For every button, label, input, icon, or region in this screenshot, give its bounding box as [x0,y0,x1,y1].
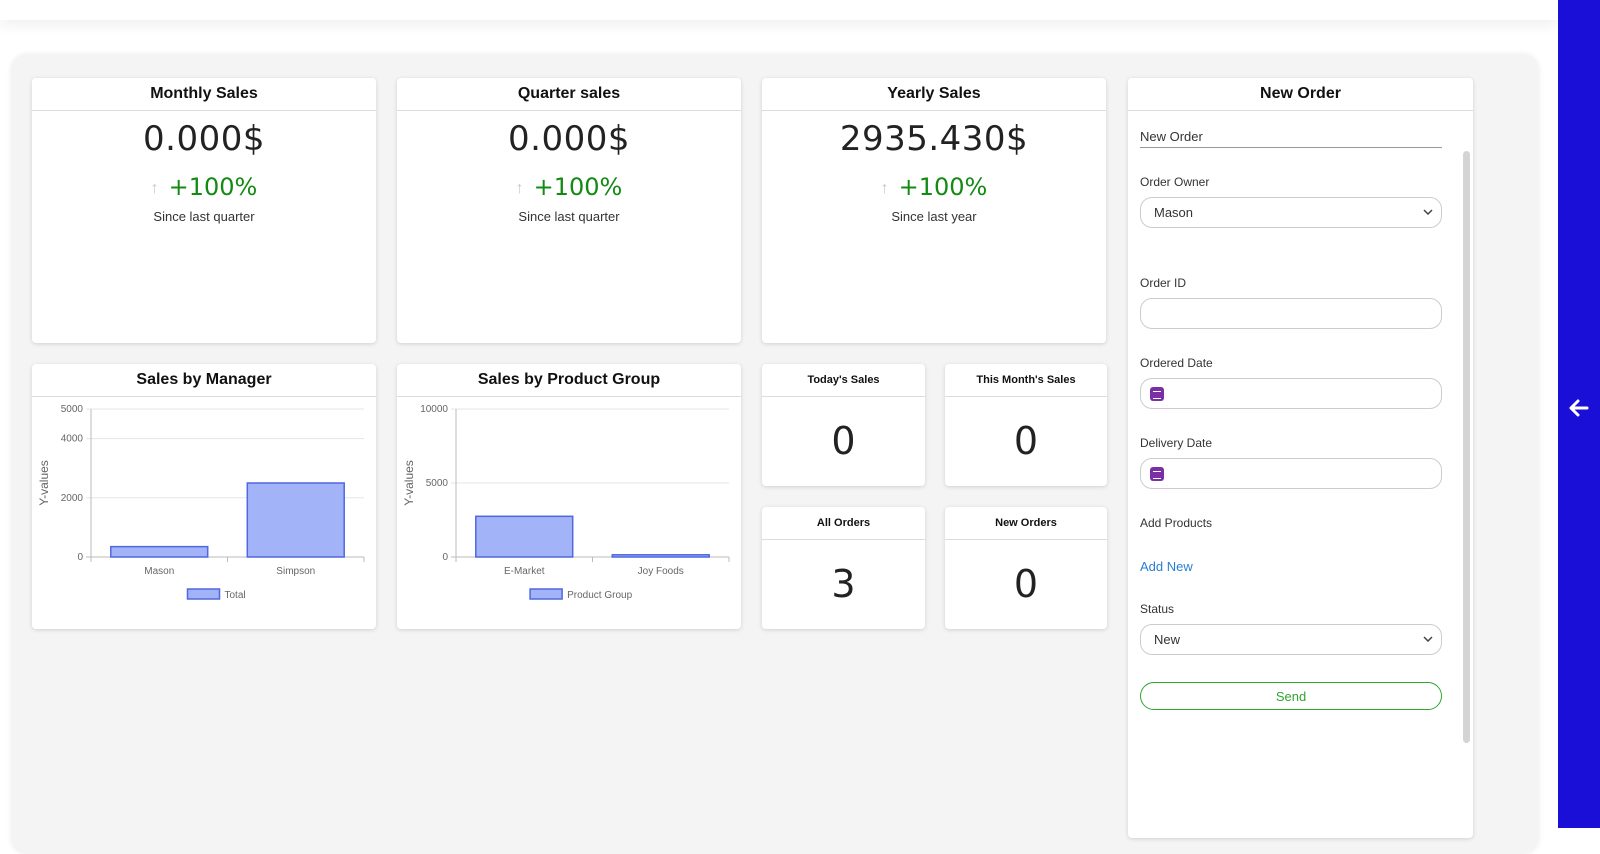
change-percent: +100% [898,173,988,201]
y-tick-label: 5000 [426,478,449,489]
sales-value: 2935.430$ [839,119,1029,159]
legend-swatch [186,588,221,600]
y-tick-label: 4000 [61,434,84,445]
bar-mason [110,545,209,558]
card-title: Monthly Sales [32,78,376,111]
dashboard-panel: Monthly Sales 0.000$ ↑ +100% Since last … [11,54,1539,854]
arrow-up-icon: ↑ [150,180,159,197]
status-value: New [1154,632,1181,647]
delivery-date-input[interactable] [1140,458,1442,489]
add-products-label: Add Products [1140,516,1213,530]
sales-value: 0.000$ [143,119,265,159]
quarter-sales-card: Quarter sales 0.000$ ↑ +100% Since last … [397,78,741,343]
stat-title: This Month's Sales [945,364,1107,397]
order-owner-select[interactable]: Mason [1140,197,1442,228]
y-axis-label: Y-values [37,460,51,506]
change-percent: +100% [533,173,623,201]
bar-joy-foods [611,554,710,558]
add-new-link[interactable]: Add New [1140,559,1193,574]
new-order-card: New Order New Order Order Owner Mason Or… [1128,78,1473,838]
y-tick-label: 0 [77,552,83,563]
send-button[interactable]: Send [1140,682,1442,710]
x-tick-label: E-Market [504,566,545,577]
legend-swatch [529,588,563,600]
chevron-down-icon [1423,634,1433,645]
form-scrollbar[interactable] [1463,151,1470,743]
y-tick-label: 10000 [420,404,448,415]
monthly-sales-card: Monthly Sales 0.000$ ↑ +100% Since last … [32,78,376,343]
status-select[interactable]: New [1140,624,1442,655]
since-text: Since last year [891,209,977,224]
yearly-sales-card: Yearly Sales 2935.430$ ↑ +100% Since las… [762,78,1106,343]
change-row: ↑ +100% [762,173,1106,201]
x-tick-label: Simpson [276,566,315,577]
calendar-icon[interactable] [1150,466,1164,481]
new-order-form: New Order Order Owner Mason Order ID Ord… [1128,111,1473,838]
order-id-input[interactable] [1140,298,1442,329]
y-tick-label: 5000 [61,404,84,415]
sales-by-product-group-card: Sales by Product Group 0 5000 10000 Y-value… [397,364,741,629]
bar-simpson [246,482,345,558]
stat-value: 0 [1013,562,1039,606]
stat-value: 3 [831,562,856,606]
calendar-icon[interactable] [1150,386,1164,401]
order-owner-label: Order Owner [1140,175,1210,189]
stat-title: Today's Sales [762,364,925,397]
stat-title: New Orders [945,507,1107,540]
ordered-date-input[interactable] [1140,378,1442,409]
change-row: ↑ +100% [32,173,376,201]
order-id-label: Order ID [1140,276,1187,290]
card-title: Yearly Sales [762,78,1106,111]
stat-value: 0 [831,419,856,463]
stat-title: All Orders [762,507,925,540]
sales-by-manager-card: Sales by Manager 0 2000 4000 5000 Y-values Ma… [32,364,376,629]
stat-value: 0 [1013,419,1039,463]
change-row: ↑ +100% [397,173,741,201]
sales-value: 0.000$ [508,119,630,159]
this-months-sales-card: This Month's Sales 0 [945,364,1107,486]
card-title: Quarter sales [397,78,741,111]
x-tick-label: Joy Foods [638,566,684,577]
y-axis-label: Y-values [402,460,416,506]
bar-e-market [475,515,574,558]
back-arrow-icon[interactable] [1569,398,1589,422]
delivery-date-label: Delivery Date [1140,436,1213,450]
todays-sales-card: Today's Sales 0 [762,364,925,486]
all-orders-card: All Orders 3 [762,507,925,629]
right-sidebar[interactable] [1558,0,1600,828]
since-text: Since last quarter [153,209,255,224]
ordered-date-label: Ordered Date [1140,356,1213,370]
sales-by-product-group-chart: 0 5000 10000 Y-values E-Market Joy Foods Produ… [402,404,730,601]
arrow-up-icon: ↑ [880,180,889,197]
legend-label: Product Group [567,590,632,601]
sales-by-manager-chart: 0 2000 4000 5000 Y-values Mason Simpson Total [37,404,365,601]
change-percent: +100% [168,173,258,201]
new-orders-card: New Orders 0 [945,507,1107,629]
chart-title: Sales by Product Group [397,364,741,397]
x-tick-label: Mason [144,566,174,577]
legend-label: Total [225,590,246,601]
status-label: Status [1140,602,1175,616]
top-bar [0,0,1558,20]
order-title-input[interactable]: New Order [1140,129,1442,148]
chart-title: Sales by Manager [32,364,376,397]
arrow-up-icon: ↑ [515,180,524,197]
y-tick-label: 2000 [61,493,84,504]
y-tick-label: 0 [442,552,448,563]
chevron-down-icon [1423,207,1433,218]
form-title: New Order [1128,78,1473,111]
since-text: Since last quarter [518,209,620,224]
order-owner-value: Mason [1154,205,1194,220]
